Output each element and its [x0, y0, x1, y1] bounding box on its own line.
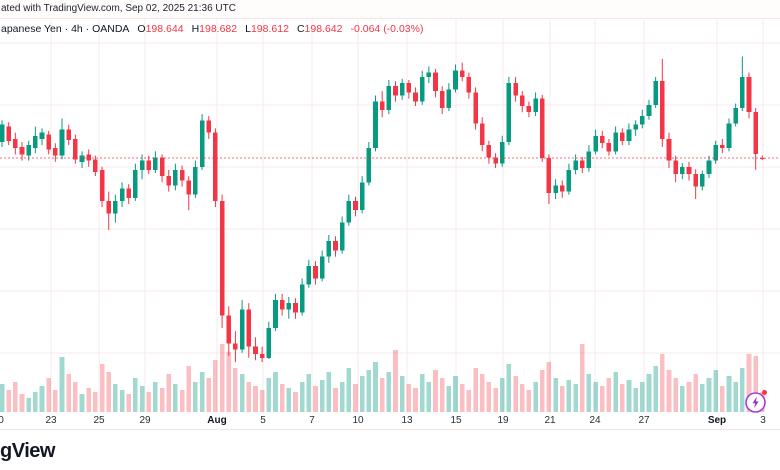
time-axis-label: 10 [352, 415, 364, 426]
time-axis-label: 27 [638, 415, 650, 426]
ohlc-open: O198.644 [137, 23, 184, 35]
time-axis-label: 13 [401, 415, 413, 426]
symbol-legend: apanese Yen · 4h · OANDA O198.644 H198.6… [1, 22, 423, 36]
ohlc-low: L198.612 [245, 23, 289, 35]
ohlc-close: C198.642 [296, 23, 343, 35]
ohlc-high: H198.682 [191, 23, 238, 35]
time-axis-label: 0 [0, 415, 4, 426]
flash-ideas-button[interactable] [744, 390, 768, 414]
time-axis-label: Aug [207, 415, 227, 426]
time-axis-label: 29 [139, 415, 151, 426]
time-axis-label: 21 [544, 415, 556, 426]
time-axis-label: 3 [760, 415, 766, 426]
notification-dot [762, 390, 767, 395]
time-axis-label: 24 [589, 415, 601, 426]
time-axis-label: 5 [260, 415, 266, 426]
time-axis-label: 23 [45, 415, 57, 426]
time-axis[interactable]: 0 23 25 29 Aug 5 7 10 13 15 19 21 24 27 Sep 3 [0, 412, 780, 430]
time-axis-label: 19 [497, 415, 509, 426]
time-axis-label: Sep [707, 415, 727, 426]
price-change: -0.064 (-0.03%) [350, 23, 424, 35]
time-axis-label: 25 [93, 415, 105, 426]
time-axis-label: 15 [450, 415, 462, 426]
banner-text: ated with TradingView.com, Sep 02, 2025 … [1, 3, 236, 14]
tradingview-logo: gView [0, 440, 55, 462]
symbol-title: apanese Yen · 4h · OANDA [1, 23, 130, 35]
time-axis-label: 7 [309, 415, 315, 426]
price-chart[interactable] [0, 0, 780, 412]
chart-canvas[interactable] [0, 0, 780, 412]
flash-icon [745, 392, 766, 413]
snapshot-banner: ated with TradingView.com, Sep 02, 2025 … [0, 0, 780, 19]
